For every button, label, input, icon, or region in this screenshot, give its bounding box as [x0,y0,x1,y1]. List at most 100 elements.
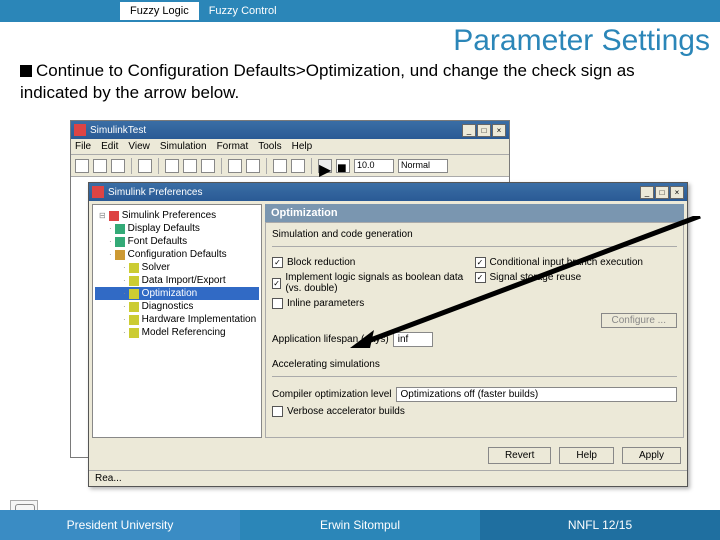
tree-item-label: Display Defaults [128,223,200,234]
preferences-window: Simulink Preferences _ □ × ⊟ Simulink Pr… [88,182,688,487]
checkbox-label: Conditional input branch execution [490,257,643,268]
menu-item[interactable]: Format [217,141,249,152]
tree-icon [129,302,139,312]
tree-item[interactable]: ·Model Referencing [95,326,259,339]
save-icon[interactable] [111,159,125,173]
tree-item-label: Solver [142,262,170,273]
tree-item[interactable]: ·Display Defaults [95,222,259,235]
simulink-app-icon [74,124,86,136]
tree-icon [129,289,139,299]
play-icon[interactable]: ▶ [318,159,332,173]
close-button[interactable]: × [670,186,684,199]
pane-title: Optimization [265,204,684,222]
checkbox[interactable]: ✓ [272,278,281,289]
nav-icon[interactable] [291,159,305,173]
minimize-button[interactable]: _ [462,124,476,137]
header-tab: Fuzzy Control [199,2,287,20]
footer-center: Erwin Sitompul [240,510,480,540]
copy-icon[interactable] [183,159,197,173]
prefs-tree[interactable]: ⊟ Simulink Preferences ·Display Defaults… [92,204,262,438]
tree-item[interactable]: ·Optimization [95,287,259,300]
lifespan-input[interactable]: inf [393,332,433,347]
undo-icon[interactable] [228,159,242,173]
verbose-label: Verbose accelerator builds [287,406,405,417]
checkbox[interactable] [272,406,283,417]
simulink-titlebar[interactable]: SimulinkTest _ □ × [71,121,509,139]
tree-item-label: Font Defaults [128,236,187,247]
prefs-right-pane: Optimization Simulation and code generat… [265,204,684,438]
close-button[interactable]: × [492,124,506,137]
tree-icon [129,263,139,273]
menu-item[interactable]: Help [292,141,313,152]
tree-item-label: Diagnostics [142,301,194,312]
minimize-button[interactable]: _ [640,186,654,199]
menu-item[interactable]: View [128,141,150,152]
status-bar: Rea... [89,470,687,486]
lifespan-label: Application lifespan (days) [272,334,389,345]
separator [158,158,159,174]
tree-item[interactable]: ·Hardware Implementation [95,313,259,326]
divider [272,246,677,247]
menu-item[interactable]: File [75,141,91,152]
maximize-button[interactable]: □ [655,186,669,199]
separator [131,158,132,174]
paste-icon[interactable] [201,159,215,173]
menu-item[interactable]: Edit [101,141,118,152]
checkbox-label: Inline parameters [287,298,364,309]
apply-button[interactable]: Apply [622,447,681,464]
maximize-button[interactable]: □ [477,124,491,137]
page-title: Parameter Settings [453,24,710,57]
redo-icon[interactable] [246,159,260,173]
footer-right: NNFL 12/15 [480,510,720,540]
tree-item-label: Data Import/Export [142,275,226,286]
footer-left: President University [0,510,240,540]
checkbox[interactable]: ✓ [475,272,486,283]
header-bar: Fuzzy Logic Fuzzy Control [0,0,720,22]
tree-icon [129,328,139,338]
checkbox-label: Signal storage reuse [490,272,582,283]
prefs-titlebar[interactable]: Simulink Preferences _ □ × [89,183,687,201]
instruction-body: Continue to Configuration Defaults>Optim… [20,61,635,102]
cut-icon[interactable] [165,159,179,173]
nav-icon[interactable] [273,159,287,173]
tree-item[interactable]: ·Data Import/Export [95,274,259,287]
divider [272,376,677,377]
checkbox[interactable]: ✓ [272,257,283,268]
revert-button[interactable]: Revert [488,447,551,464]
checkbox[interactable]: ✓ [475,257,486,268]
print-icon[interactable] [138,159,152,173]
tree-icon [115,250,125,260]
title-row: Parameter Settings [0,22,720,58]
group-label: Accelerating simulations [272,359,677,370]
tree-root[interactable]: ⊟ Simulink Preferences [95,209,259,222]
footer: President University Erwin Sitompul NNFL… [0,510,720,540]
prefs-title: Simulink Preferences [108,187,640,198]
tree-icon [115,224,125,234]
menu-item[interactable]: Simulation [160,141,207,152]
compiler-label: Compiler optimization level [272,389,392,400]
new-icon[interactable] [75,159,89,173]
tree-item[interactable]: ·Configuration Defaults [95,248,259,261]
tree-item[interactable]: ·Solver [95,261,259,274]
header-tab-active: Fuzzy Logic [120,2,199,20]
simulink-menubar: File Edit View Simulation Format Tools H… [71,139,509,155]
configure-button[interactable]: Configure ... [601,313,677,328]
tree-item[interactable]: ·Diagnostics [95,300,259,313]
separator [266,158,267,174]
prefs-app-icon [92,186,104,198]
separator [311,158,312,174]
open-icon[interactable] [93,159,107,173]
tree-item-label: Hardware Implementation [142,314,257,325]
sim-mode-select[interactable]: Normal [398,159,448,173]
tree-item[interactable]: ·Font Defaults [95,235,259,248]
menu-item[interactable]: Tools [258,141,281,152]
separator [221,158,222,174]
simulink-toolbar: ▶ ■ 10.0 Normal [71,155,509,177]
tree-icon [129,276,139,286]
checkbox[interactable] [272,298,283,309]
dialog-buttons: Revert Help Apply [89,441,687,470]
sim-time-input[interactable]: 10.0 [354,159,394,173]
stop-icon[interactable]: ■ [336,159,350,173]
help-button[interactable]: Help [559,447,614,464]
compiler-select[interactable]: Optimizations off (faster builds) [396,387,678,402]
